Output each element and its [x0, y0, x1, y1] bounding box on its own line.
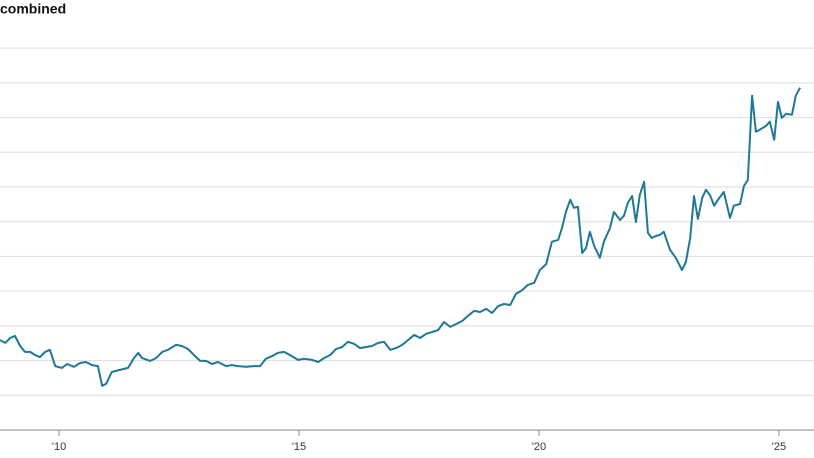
x-tick-label: '10 — [52, 441, 66, 453]
x-tick-label: '20 — [532, 441, 546, 453]
chart-title: combined — [0, 1, 66, 17]
data-line — [0, 87, 801, 387]
x-tick-label: '25 — [772, 441, 786, 453]
x-tick-label: '15 — [292, 441, 306, 453]
